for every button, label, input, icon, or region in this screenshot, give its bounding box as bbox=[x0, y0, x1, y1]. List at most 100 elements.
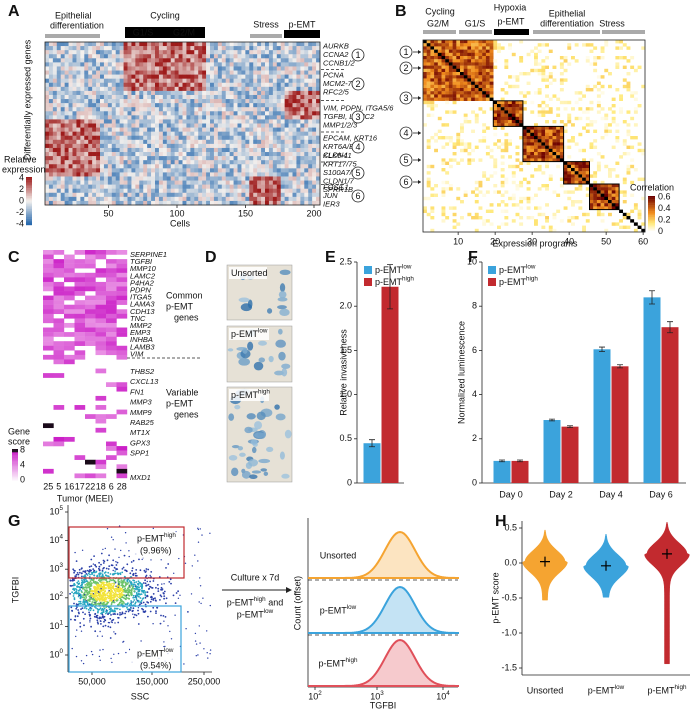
heatmap-cell bbox=[265, 82, 270, 88]
heatmap-cell bbox=[72, 160, 77, 165]
heatmap-cell bbox=[541, 100, 546, 105]
heatmap-cell bbox=[241, 42, 246, 47]
heatmap-cell bbox=[43, 341, 54, 346]
heatmap-cell bbox=[482, 62, 487, 66]
heatmap-cell bbox=[504, 132, 509, 137]
heatmap-cell bbox=[210, 107, 215, 112]
heatmap-cell bbox=[485, 52, 490, 57]
heatmap-cell bbox=[233, 168, 238, 173]
heatmap-cell bbox=[474, 40, 479, 44]
heatmap-cell bbox=[229, 184, 234, 189]
heatmap-cell bbox=[265, 164, 270, 169]
heatmap-cell bbox=[229, 62, 234, 67]
heatmap-cell bbox=[571, 56, 575, 60]
heatmap-cell bbox=[485, 190, 490, 194]
heatmap-cell bbox=[53, 322, 65, 328]
heatmap-cell bbox=[233, 50, 238, 55]
heatmap-cell bbox=[423, 100, 427, 105]
heatmap-cell bbox=[143, 160, 148, 165]
heatmap-cell bbox=[103, 74, 109, 79]
cell-stain bbox=[237, 446, 244, 451]
heatmap-cell bbox=[155, 58, 160, 63]
heatmap-cell bbox=[537, 155, 542, 159]
heatmap-cell bbox=[265, 74, 270, 79]
heatmap-cell bbox=[182, 152, 187, 157]
heatmap-cell bbox=[115, 78, 120, 84]
colorbar-tick: -4 bbox=[16, 218, 24, 228]
heatmap-cell bbox=[482, 81, 487, 85]
heatmap-cell bbox=[64, 188, 69, 194]
heatmap-cell bbox=[45, 50, 50, 55]
heatmap-cell bbox=[155, 70, 160, 75]
heatmap-cell bbox=[578, 171, 583, 175]
heatmap-cell bbox=[107, 54, 113, 59]
heatmap-cell bbox=[441, 97, 446, 101]
heatmap-cell bbox=[95, 286, 107, 292]
heatmap-cell bbox=[471, 94, 475, 98]
heatmap-cell bbox=[182, 62, 187, 67]
heatmap-cell bbox=[80, 135, 85, 141]
heatmap-cell bbox=[170, 62, 175, 67]
label: differentiation bbox=[540, 18, 594, 28]
heatmap-cell bbox=[84, 58, 89, 63]
heatmap-cell bbox=[296, 107, 301, 112]
heatmap-cell bbox=[452, 91, 457, 95]
heatmap-cell bbox=[56, 180, 62, 185]
heatmap-cell bbox=[596, 94, 601, 98]
heatmap-cell bbox=[100, 180, 105, 185]
heatmap-cell bbox=[276, 123, 282, 128]
heatmap-cell bbox=[463, 49, 468, 53]
heatmap-cell bbox=[155, 86, 160, 92]
heatmap-cell bbox=[265, 58, 270, 63]
heatmap-cell bbox=[233, 180, 238, 185]
gene-label: EPCAM, KRT16 bbox=[323, 133, 378, 142]
colorbar-cell bbox=[12, 468, 18, 471]
gene-label: ITGA5 bbox=[130, 293, 153, 302]
heatmap-cell bbox=[312, 115, 317, 120]
heatmap-cell bbox=[45, 123, 50, 128]
heatmap-cell bbox=[131, 86, 136, 92]
heatmap-cell bbox=[237, 180, 242, 185]
heatmap-cell bbox=[202, 50, 207, 55]
heatmap-cell bbox=[474, 62, 479, 66]
heatmap-cell bbox=[272, 50, 278, 55]
heatmap-cell bbox=[162, 99, 168, 104]
label-bg bbox=[229, 267, 267, 279]
y-tick-label: -0.5 bbox=[501, 592, 517, 602]
label: Epithelial bbox=[549, 8, 586, 18]
colorbar-cell bbox=[12, 469, 18, 472]
heatmap-cell bbox=[96, 172, 101, 177]
heatmap-cell bbox=[107, 200, 113, 206]
heatmap-cell bbox=[519, 161, 524, 165]
event bbox=[172, 594, 175, 597]
heatmap-cell bbox=[261, 168, 266, 173]
heatmap-cell bbox=[312, 127, 317, 132]
heatmap-cell bbox=[217, 58, 223, 63]
colorbar-cell bbox=[648, 229, 655, 231]
heatmap-cell bbox=[312, 135, 317, 141]
heatmap-cell bbox=[604, 123, 609, 127]
heatmap-cell bbox=[151, 78, 156, 84]
heatmap-cell bbox=[45, 82, 50, 88]
heatmap-cell bbox=[296, 46, 301, 51]
heatmap-cell bbox=[237, 46, 242, 51]
heatmap-cell bbox=[92, 82, 97, 88]
heatmap-cell bbox=[253, 200, 258, 206]
colorbar-cell bbox=[26, 178, 32, 181]
heatmap-cell bbox=[151, 107, 156, 112]
heatmap-cell bbox=[151, 200, 156, 206]
heatmap-cell bbox=[467, 56, 472, 60]
heatmap-cell bbox=[107, 115, 113, 120]
heatmap-cell bbox=[111, 152, 117, 157]
heatmap-cell bbox=[53, 373, 65, 378]
heatmap-cell bbox=[245, 74, 250, 79]
heatmap-cell bbox=[548, 129, 553, 133]
heatmap-cell bbox=[245, 54, 250, 59]
heatmap-cell bbox=[511, 171, 516, 175]
heatmap-cell bbox=[268, 103, 274, 108]
heatmap-cell bbox=[511, 110, 516, 114]
heatmap-cell bbox=[198, 147, 203, 153]
heatmap-cell bbox=[96, 200, 101, 206]
heatmap-cell bbox=[308, 156, 313, 161]
heatmap-cell bbox=[522, 136, 527, 140]
